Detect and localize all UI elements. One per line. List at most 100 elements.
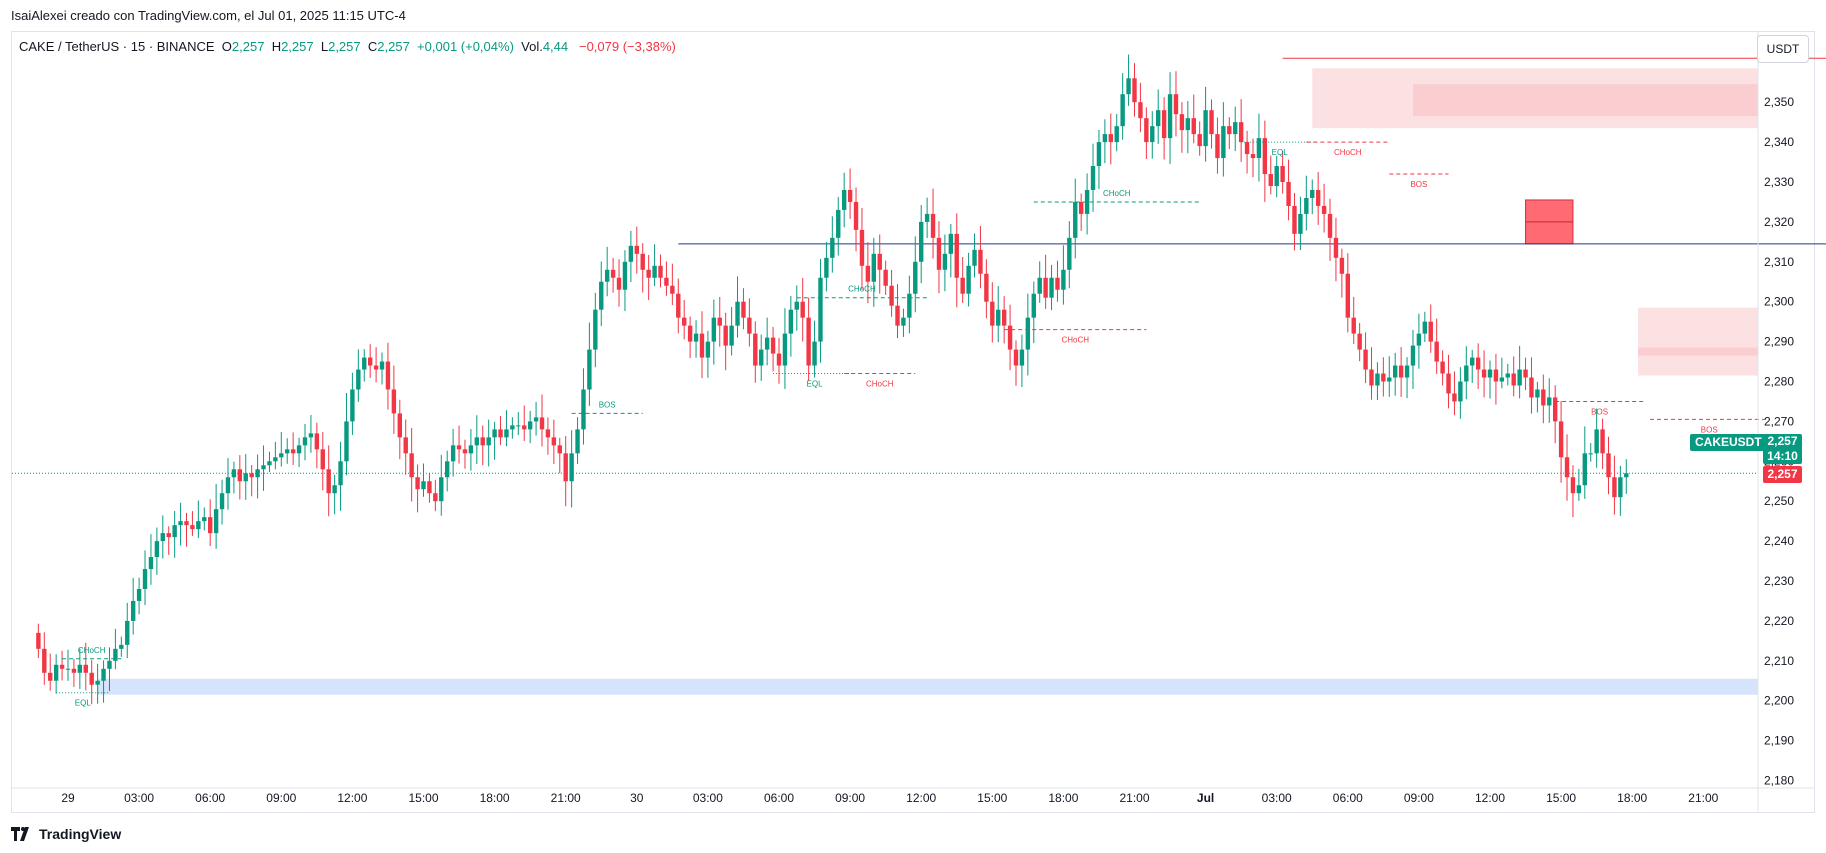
candle-body bbox=[1351, 317, 1356, 334]
candle bbox=[1304, 175, 1309, 231]
candle bbox=[1031, 281, 1036, 344]
candle bbox=[178, 502, 183, 546]
candle-body bbox=[1434, 341, 1439, 362]
candle-body bbox=[1428, 321, 1433, 342]
legend-vol-value: 4,44 bbox=[542, 39, 569, 54]
candle-body bbox=[687, 325, 693, 342]
candle-body bbox=[1179, 114, 1185, 131]
candle bbox=[1256, 113, 1262, 182]
chart-frame[interactable] bbox=[11, 31, 1815, 813]
candle-body bbox=[693, 333, 699, 342]
candle-body bbox=[219, 493, 225, 510]
candle-body bbox=[1612, 477, 1617, 498]
candle-body bbox=[42, 648, 47, 673]
candle-body bbox=[439, 477, 444, 502]
candle bbox=[984, 259, 989, 319]
currency-unit-button[interactable]: USDT bbox=[1757, 35, 1809, 63]
candle-body bbox=[474, 437, 480, 446]
candle-body bbox=[587, 349, 592, 390]
candle bbox=[871, 237, 876, 307]
candle bbox=[717, 297, 722, 347]
candle bbox=[907, 275, 912, 334]
candle bbox=[373, 347, 379, 383]
candle-body bbox=[889, 285, 894, 306]
x-tick-label: 09:00 bbox=[835, 791, 865, 805]
candle-body bbox=[504, 429, 509, 438]
candle-body bbox=[794, 301, 799, 310]
candle bbox=[794, 285, 799, 331]
candle-body bbox=[610, 269, 616, 278]
candle-body bbox=[1233, 122, 1238, 135]
candle-body bbox=[764, 337, 770, 350]
candle-body bbox=[1375, 373, 1380, 386]
candle-body bbox=[1073, 201, 1078, 238]
candle bbox=[1173, 71, 1179, 137]
structure-label-choch: CHoCH bbox=[1061, 336, 1089, 345]
candle bbox=[1499, 357, 1505, 389]
candle bbox=[1606, 436, 1611, 495]
candle-body bbox=[261, 465, 266, 470]
candle bbox=[569, 430, 574, 508]
candle-body bbox=[770, 337, 776, 354]
candle bbox=[474, 415, 480, 464]
structure-label-choch: CHoCH bbox=[848, 285, 876, 294]
x-tick-label: 18:00 bbox=[480, 791, 510, 805]
candle bbox=[889, 269, 894, 317]
axes-layer: 2,180 2,190 2,200 2,210 2,220 2,230 2,240 2,250… bbox=[12, 32, 1814, 812]
x-tick-label: 15:00 bbox=[1546, 791, 1576, 805]
candle-body bbox=[125, 620, 130, 645]
candle-body bbox=[1558, 421, 1564, 458]
candle bbox=[593, 292, 598, 368]
candle-body bbox=[1440, 361, 1445, 374]
candle bbox=[1167, 72, 1173, 164]
candle bbox=[1126, 54, 1131, 106]
candle bbox=[753, 321, 758, 383]
candle bbox=[1422, 311, 1428, 342]
candle-body bbox=[480, 437, 485, 446]
candle-body bbox=[1398, 365, 1404, 378]
x-tick-label: 21:00 bbox=[1119, 791, 1149, 805]
candle-body bbox=[332, 485, 337, 494]
candle bbox=[285, 438, 290, 464]
candle bbox=[1315, 172, 1321, 225]
candle bbox=[1612, 455, 1617, 515]
candle bbox=[990, 282, 995, 343]
candle bbox=[1600, 418, 1605, 470]
candle-body bbox=[1138, 102, 1143, 119]
candle bbox=[184, 512, 189, 547]
y-tick-label: 2,320 bbox=[1764, 215, 1794, 229]
candle bbox=[652, 244, 657, 287]
candle-body bbox=[1114, 126, 1119, 143]
candle bbox=[800, 278, 805, 342]
candle bbox=[190, 511, 195, 536]
candle bbox=[332, 474, 337, 515]
candle-body bbox=[1167, 94, 1173, 139]
candle-body bbox=[936, 237, 942, 270]
candle bbox=[445, 450, 450, 492]
candle-body bbox=[948, 233, 954, 254]
candle bbox=[77, 648, 83, 689]
candle bbox=[1090, 143, 1096, 212]
candle bbox=[788, 296, 794, 357]
candle bbox=[302, 423, 308, 461]
candle-body bbox=[367, 357, 373, 366]
candle-body bbox=[1126, 78, 1131, 95]
candle-body bbox=[213, 509, 219, 534]
structure-label-bos: BOS bbox=[599, 400, 616, 409]
candle-body bbox=[735, 301, 740, 326]
candle-body bbox=[705, 341, 711, 358]
candle bbox=[1363, 332, 1368, 384]
tradingview-brand[interactable]: TradingView bbox=[11, 826, 121, 842]
candle bbox=[770, 326, 776, 372]
legend-symbol[interactable]: CAKE / TetherUS · 15 · BINANCE bbox=[19, 39, 215, 54]
candle-body bbox=[1606, 453, 1611, 478]
candle bbox=[1558, 400, 1564, 483]
y-tick-label: 2,190 bbox=[1764, 734, 1794, 748]
candle-body bbox=[273, 457, 278, 462]
candle bbox=[290, 432, 296, 466]
candle bbox=[664, 261, 669, 296]
candle bbox=[1464, 346, 1469, 400]
candle bbox=[705, 330, 711, 378]
candle-body bbox=[1001, 309, 1007, 326]
